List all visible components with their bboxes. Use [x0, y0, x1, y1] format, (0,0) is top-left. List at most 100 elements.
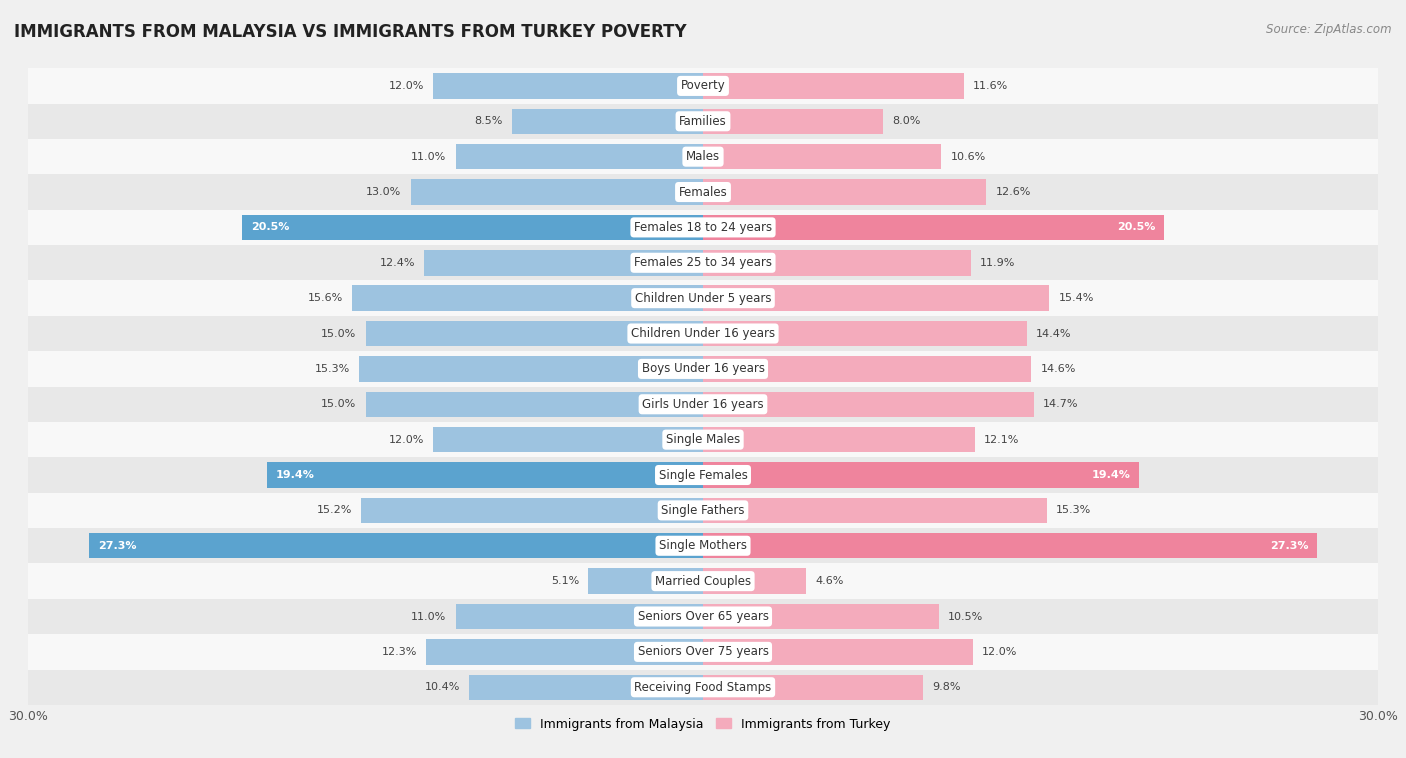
- Text: Males: Males: [686, 150, 720, 163]
- Text: 10.4%: 10.4%: [425, 682, 460, 692]
- Bar: [433, 74, 703, 99]
- Bar: [28, 174, 1378, 210]
- Text: 14.7%: 14.7%: [1043, 399, 1078, 409]
- Bar: [433, 427, 703, 453]
- Text: 11.6%: 11.6%: [973, 81, 1008, 91]
- Text: 8.0%: 8.0%: [891, 116, 921, 127]
- Text: 12.6%: 12.6%: [995, 187, 1031, 197]
- Bar: [703, 215, 1164, 240]
- Bar: [703, 250, 970, 275]
- Text: 19.4%: 19.4%: [276, 470, 315, 480]
- Text: 12.3%: 12.3%: [382, 647, 418, 657]
- Text: 4.6%: 4.6%: [815, 576, 844, 586]
- Text: 15.2%: 15.2%: [316, 506, 352, 515]
- Bar: [28, 351, 1378, 387]
- Bar: [28, 245, 1378, 280]
- Bar: [456, 144, 703, 169]
- Bar: [359, 356, 703, 381]
- Text: 14.6%: 14.6%: [1040, 364, 1076, 374]
- Text: Receiving Food Stamps: Receiving Food Stamps: [634, 681, 772, 694]
- Text: 10.5%: 10.5%: [948, 612, 983, 622]
- Text: Children Under 5 years: Children Under 5 years: [634, 292, 772, 305]
- Bar: [28, 599, 1378, 634]
- Bar: [703, 321, 1026, 346]
- Bar: [703, 286, 1049, 311]
- Text: 12.4%: 12.4%: [380, 258, 415, 268]
- Bar: [470, 675, 703, 700]
- Text: Females 18 to 24 years: Females 18 to 24 years: [634, 221, 772, 234]
- Bar: [89, 533, 703, 559]
- Text: Poverty: Poverty: [681, 80, 725, 92]
- Text: 9.8%: 9.8%: [932, 682, 960, 692]
- Bar: [28, 634, 1378, 669]
- Text: IMMIGRANTS FROM MALAYSIA VS IMMIGRANTS FROM TURKEY POVERTY: IMMIGRANTS FROM MALAYSIA VS IMMIGRANTS F…: [14, 23, 686, 41]
- Bar: [703, 144, 942, 169]
- Bar: [28, 68, 1378, 104]
- Text: 10.6%: 10.6%: [950, 152, 986, 161]
- Bar: [352, 286, 703, 311]
- Bar: [588, 568, 703, 594]
- Text: 13.0%: 13.0%: [367, 187, 402, 197]
- Text: Seniors Over 75 years: Seniors Over 75 years: [637, 645, 769, 659]
- Text: 20.5%: 20.5%: [250, 222, 290, 233]
- Text: 11.9%: 11.9%: [980, 258, 1015, 268]
- Text: 12.0%: 12.0%: [388, 434, 425, 445]
- Text: 15.6%: 15.6%: [308, 293, 343, 303]
- Text: 11.0%: 11.0%: [412, 612, 447, 622]
- Bar: [28, 139, 1378, 174]
- Text: Single Males: Single Males: [666, 433, 740, 446]
- Text: Boys Under 16 years: Boys Under 16 years: [641, 362, 765, 375]
- Bar: [703, 462, 1139, 487]
- Bar: [703, 568, 807, 594]
- Bar: [28, 528, 1378, 563]
- Text: Girls Under 16 years: Girls Under 16 years: [643, 398, 763, 411]
- Bar: [456, 604, 703, 629]
- Text: 5.1%: 5.1%: [551, 576, 579, 586]
- Text: 14.4%: 14.4%: [1036, 328, 1071, 339]
- Bar: [361, 498, 703, 523]
- Legend: Immigrants from Malaysia, Immigrants from Turkey: Immigrants from Malaysia, Immigrants fro…: [516, 718, 890, 731]
- Bar: [28, 387, 1378, 422]
- Bar: [28, 210, 1378, 245]
- Bar: [703, 675, 924, 700]
- Text: Children Under 16 years: Children Under 16 years: [631, 327, 775, 340]
- Bar: [703, 639, 973, 665]
- Bar: [703, 392, 1033, 417]
- Text: Single Females: Single Females: [658, 468, 748, 481]
- Bar: [411, 180, 703, 205]
- Text: Source: ZipAtlas.com: Source: ZipAtlas.com: [1267, 23, 1392, 36]
- Text: 15.3%: 15.3%: [1056, 506, 1091, 515]
- Bar: [512, 108, 703, 134]
- Bar: [425, 250, 703, 275]
- Text: 15.0%: 15.0%: [322, 328, 357, 339]
- Text: Seniors Over 65 years: Seniors Over 65 years: [637, 610, 769, 623]
- Text: 27.3%: 27.3%: [98, 540, 136, 551]
- Bar: [366, 392, 703, 417]
- Text: 12.0%: 12.0%: [388, 81, 425, 91]
- Bar: [28, 280, 1378, 316]
- Text: 20.5%: 20.5%: [1116, 222, 1156, 233]
- Bar: [28, 104, 1378, 139]
- Bar: [703, 108, 883, 134]
- Bar: [28, 316, 1378, 351]
- Text: 15.4%: 15.4%: [1059, 293, 1094, 303]
- Bar: [267, 462, 703, 487]
- Bar: [703, 356, 1032, 381]
- Text: Females: Females: [679, 186, 727, 199]
- Text: Married Couples: Married Couples: [655, 575, 751, 587]
- Bar: [703, 604, 939, 629]
- Text: 27.3%: 27.3%: [1270, 540, 1308, 551]
- Text: 15.0%: 15.0%: [322, 399, 357, 409]
- Text: Single Mothers: Single Mothers: [659, 539, 747, 553]
- Bar: [703, 180, 987, 205]
- Text: Females 25 to 34 years: Females 25 to 34 years: [634, 256, 772, 269]
- Text: Single Fathers: Single Fathers: [661, 504, 745, 517]
- Text: 11.0%: 11.0%: [412, 152, 447, 161]
- Text: 15.3%: 15.3%: [315, 364, 350, 374]
- Bar: [242, 215, 703, 240]
- Bar: [703, 498, 1047, 523]
- Text: 19.4%: 19.4%: [1091, 470, 1130, 480]
- Text: Families: Families: [679, 114, 727, 128]
- Bar: [366, 321, 703, 346]
- Bar: [703, 427, 976, 453]
